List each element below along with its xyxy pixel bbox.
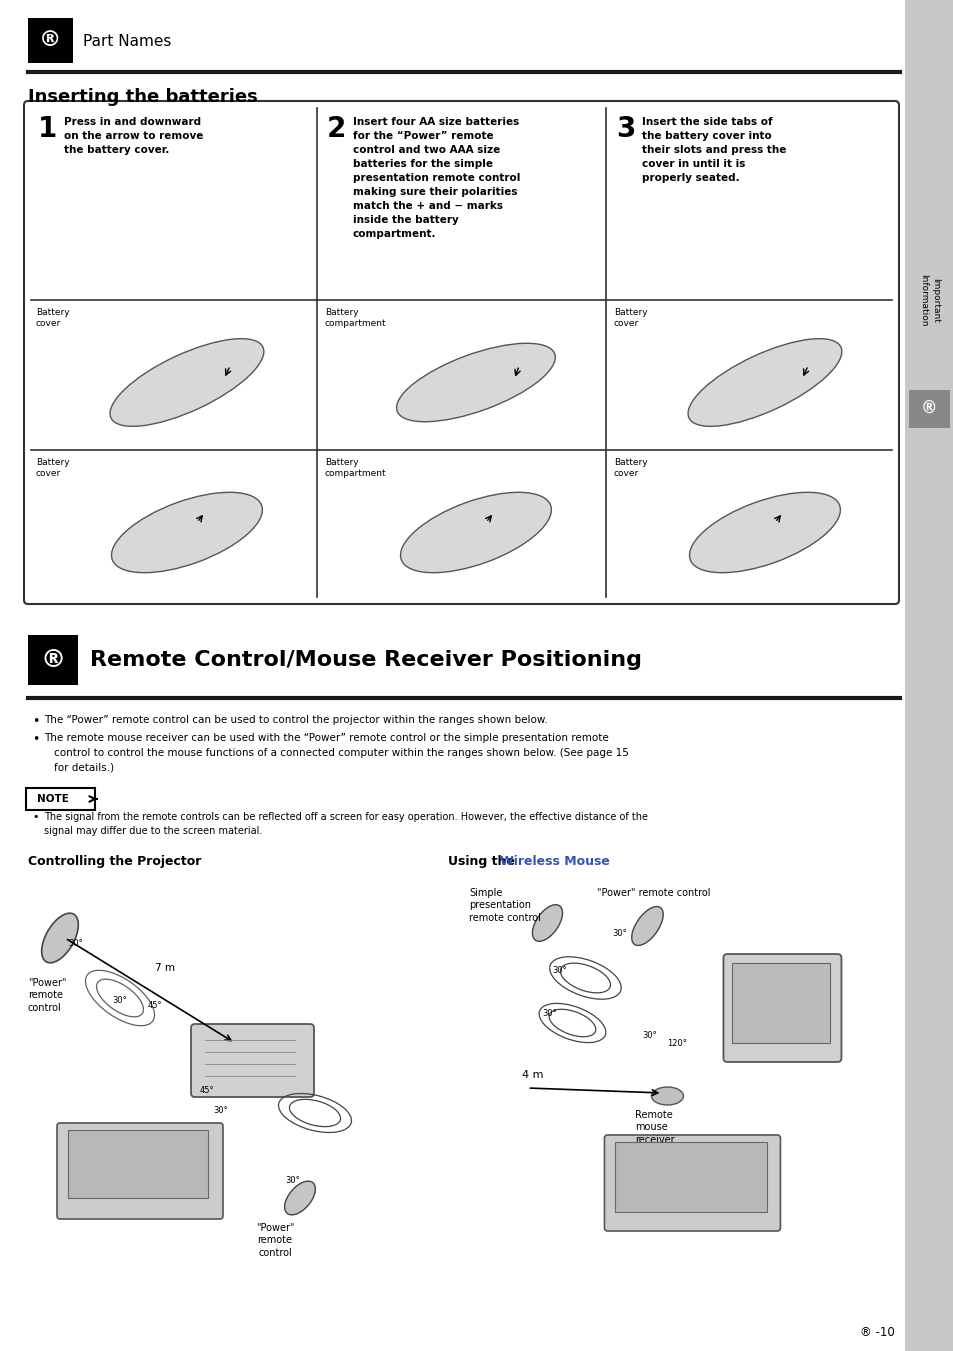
Ellipse shape: [110, 339, 264, 427]
FancyBboxPatch shape: [722, 954, 841, 1062]
FancyBboxPatch shape: [24, 101, 898, 604]
Text: Battery
compartment: Battery compartment: [325, 458, 386, 478]
Text: Battery
cover: Battery cover: [614, 458, 647, 478]
Text: 30°: 30°: [68, 939, 83, 948]
Text: 1: 1: [38, 115, 57, 143]
Bar: [28, 635, 78, 685]
Text: 120°: 120°: [667, 1039, 686, 1048]
Text: Simple
presentation
remote control: Simple presentation remote control: [469, 888, 540, 923]
Text: The “Power” remote control can be used to control the projector within the range: The “Power” remote control can be used t…: [44, 715, 547, 725]
Bar: [615, 1142, 766, 1212]
Text: ®: ®: [40, 648, 66, 671]
Text: Insert the side tabs of
the battery cover into
their slots and press the
cover i: Insert the side tabs of the battery cove…: [641, 118, 785, 182]
Text: 30°: 30°: [552, 966, 567, 975]
Text: NOTE: NOTE: [37, 794, 69, 804]
FancyBboxPatch shape: [57, 1123, 223, 1219]
Text: "Power"
remote
control: "Power" remote control: [255, 1223, 294, 1258]
Text: ®: ®: [39, 31, 62, 50]
Ellipse shape: [42, 913, 78, 963]
Text: Battery
cover: Battery cover: [614, 308, 647, 328]
Text: Remote
mouse
receiver: Remote mouse receiver: [635, 1111, 675, 1144]
Text: The remote mouse receiver can be used with the “Power” remote control or the sim: The remote mouse receiver can be used wi…: [44, 734, 608, 743]
Text: 7 m: 7 m: [154, 963, 174, 973]
Ellipse shape: [396, 343, 555, 422]
Text: 4 m: 4 m: [522, 1070, 543, 1079]
Text: The signal from the remote controls can be reflected off a screen for easy opera: The signal from the remote controls can …: [44, 812, 647, 821]
Text: Important
Information: Important Information: [918, 274, 940, 326]
Ellipse shape: [532, 905, 562, 942]
FancyBboxPatch shape: [191, 1024, 314, 1097]
Text: Press in and downward
on the arrow to remove
the battery cover.: Press in and downward on the arrow to re…: [64, 118, 203, 155]
Text: "Power"
remote
control: "Power" remote control: [28, 978, 67, 1013]
Text: Inserting the batteries: Inserting the batteries: [28, 88, 257, 105]
Text: Remote Control/Mouse Receiver Positioning: Remote Control/Mouse Receiver Positionin…: [90, 650, 641, 670]
Ellipse shape: [284, 1181, 315, 1215]
Ellipse shape: [687, 339, 841, 427]
Text: 30°: 30°: [542, 1009, 557, 1019]
FancyBboxPatch shape: [604, 1135, 780, 1231]
Text: 2: 2: [327, 115, 346, 143]
Text: 45°: 45°: [200, 1086, 214, 1096]
Text: Battery
compartment: Battery compartment: [325, 308, 386, 328]
Text: Battery
cover: Battery cover: [36, 458, 70, 478]
Bar: [28, 18, 73, 63]
Text: 45°: 45°: [148, 1001, 162, 1011]
Text: Insert four AA size batteries
for the “Power” remote
control and two AAA size
ba: Insert four AA size batteries for the “P…: [353, 118, 519, 239]
Ellipse shape: [112, 492, 262, 573]
Bar: [908, 390, 949, 428]
Text: "Power" remote control: "Power" remote control: [597, 888, 710, 898]
Text: 30°: 30°: [612, 929, 626, 938]
Bar: [904, 0, 953, 1351]
Ellipse shape: [651, 1088, 682, 1105]
Ellipse shape: [400, 492, 551, 573]
Text: •: •: [32, 715, 39, 728]
Text: 30°: 30°: [213, 1106, 228, 1115]
Text: 3: 3: [616, 115, 635, 143]
Text: 30°: 30°: [641, 1031, 657, 1040]
Text: signal may differ due to the screen material.: signal may differ due to the screen mate…: [44, 825, 262, 836]
Ellipse shape: [689, 492, 840, 573]
Text: Controlling the Projector: Controlling the Projector: [28, 855, 201, 867]
Text: •: •: [32, 734, 39, 746]
Text: for details.): for details.): [54, 763, 114, 773]
Bar: [732, 963, 830, 1043]
Text: Part Names: Part Names: [83, 35, 172, 50]
Bar: [68, 1129, 208, 1198]
Text: ® -10: ® -10: [860, 1327, 894, 1339]
Text: •: •: [32, 812, 38, 821]
Ellipse shape: [631, 907, 662, 946]
Text: 30°: 30°: [112, 996, 127, 1005]
Text: Battery
cover: Battery cover: [36, 308, 70, 328]
Text: ®: ®: [921, 400, 937, 417]
FancyBboxPatch shape: [26, 788, 95, 811]
Text: control to control the mouse functions of a connected computer within the ranges: control to control the mouse functions o…: [54, 748, 628, 758]
Text: 30°: 30°: [285, 1175, 299, 1185]
Text: Using the: Using the: [448, 855, 519, 867]
Text: Wireless Mouse: Wireless Mouse: [500, 855, 610, 867]
